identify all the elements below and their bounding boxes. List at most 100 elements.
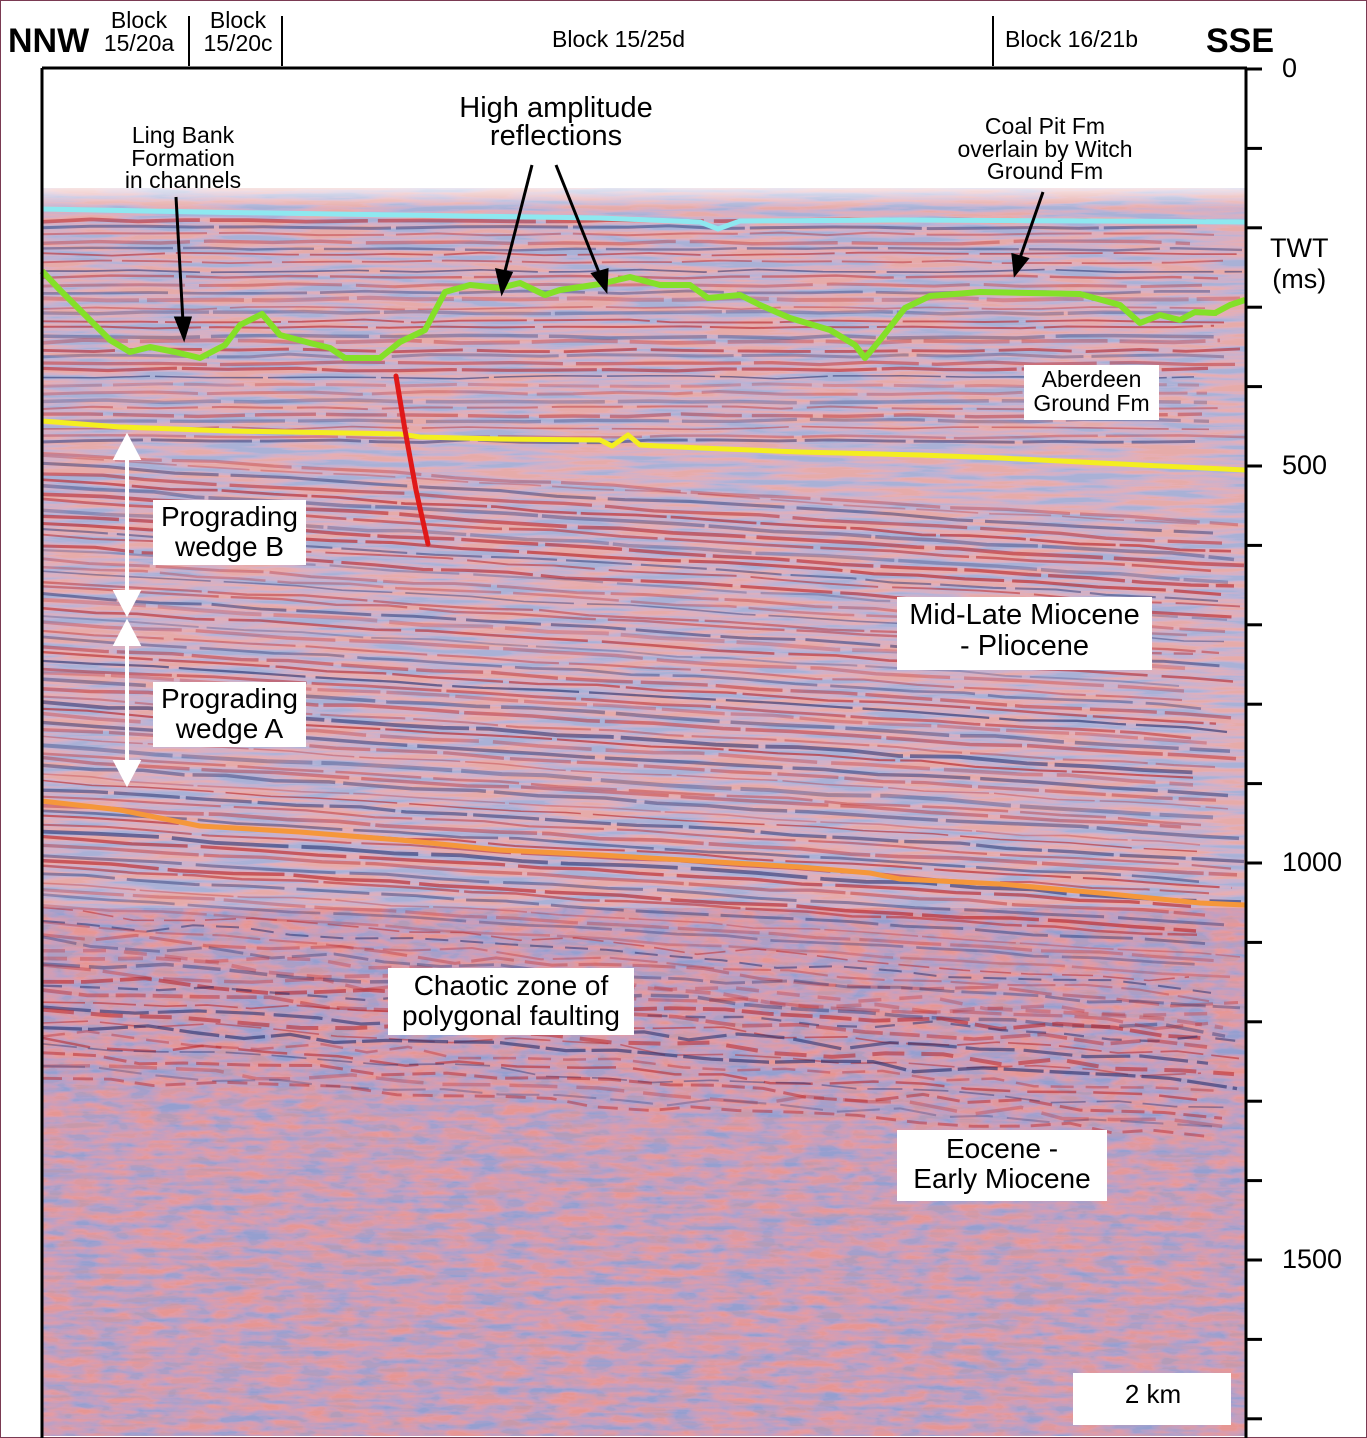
seismic-reflector bbox=[42, 1076, 1208, 1138]
seismic-reflector bbox=[42, 382, 1200, 389]
twt-axis-title: TWT (ms) bbox=[1270, 233, 1328, 295]
seismic-reflector bbox=[42, 963, 1209, 1031]
seismic-reflector bbox=[42, 1036, 1198, 1102]
seismic-reflector bbox=[42, 615, 1180, 687]
label-prograding-wedge-b: Prograding wedge B bbox=[153, 500, 306, 565]
twt-tick-label: 500 bbox=[1282, 450, 1328, 480]
seismic-reflector bbox=[42, 984, 1243, 1043]
seismic-reflector bbox=[42, 1024, 1238, 1091]
scale-bar-label: 2 km bbox=[1124, 1379, 1182, 1409]
label-coal-pit: Coal Pit Fm overlain by Witch Ground Fm bbox=[938, 115, 1152, 183]
label-line: Eocene - bbox=[945, 1133, 1059, 1164]
seismic-reflector bbox=[42, 461, 1214, 535]
block-label-15-25d: Block 15/25d bbox=[552, 26, 685, 52]
seismic-reflector bbox=[42, 1064, 1213, 1128]
seismic-reflector bbox=[42, 904, 1231, 979]
seismic-reflector bbox=[42, 620, 1185, 693]
block-label-line: Block bbox=[110, 7, 168, 33]
seismic-reflector bbox=[42, 1020, 1202, 1077]
label-line: High amplitude bbox=[459, 92, 653, 124]
twt-tick-label: 1500 bbox=[1282, 1244, 1343, 1274]
label-high-amplitude: High amplitude reflections bbox=[436, 92, 676, 153]
seismic-reflector bbox=[42, 1051, 1223, 1120]
label-line: Prograding bbox=[161, 501, 298, 532]
label-line: Aberdeen bbox=[1041, 366, 1142, 392]
seismic-reflector bbox=[42, 962, 1226, 1038]
block-label-line: 15/20c bbox=[203, 30, 273, 56]
direction-label-right: SSE bbox=[1206, 22, 1275, 60]
label-line: Chaotic zone of bbox=[413, 970, 609, 1001]
label-chaotic-zone: Chaotic zone of polygonal faulting bbox=[388, 968, 634, 1035]
seismic-reflector bbox=[42, 893, 1205, 967]
seismic-section bbox=[42, 68, 1245, 1436]
seismic-reflector bbox=[42, 659, 1228, 734]
seismic-reflector bbox=[42, 1063, 1225, 1129]
seismic-reflector bbox=[42, 366, 1209, 373]
twt-tick-label: 1000 bbox=[1282, 847, 1343, 877]
seismic-reflector bbox=[42, 906, 1190, 982]
seismic-reflector bbox=[42, 375, 1195, 380]
label-mid-late-miocene: Mid-Late Miocene - Pliocene bbox=[897, 597, 1152, 670]
seismic-reflector bbox=[42, 217, 1207, 224]
seismic-reflector bbox=[42, 398, 1208, 405]
seismic-reflector bbox=[42, 667, 1192, 740]
seismic-reflector bbox=[42, 1030, 1223, 1093]
label-line: Ling Bank bbox=[131, 122, 235, 148]
label-line: Mid-Late Miocene bbox=[909, 599, 1140, 631]
block-label-15-20c: Block 15/20c bbox=[196, 9, 280, 55]
block-label-16-21b: Block 16/21b bbox=[1005, 26, 1138, 52]
seismic-reflector bbox=[42, 360, 1236, 367]
direction-label-left: NNW bbox=[8, 22, 90, 60]
twt-tick-label: 0 bbox=[1282, 53, 1298, 83]
seismic-image bbox=[42, 68, 1245, 1436]
seismic-reflector bbox=[42, 246, 1243, 252]
label-eocene: Eocene - Early Miocene bbox=[897, 1130, 1107, 1201]
seismic-reflector bbox=[42, 472, 1223, 545]
block-divider bbox=[188, 16, 190, 66]
seismic-reflector bbox=[42, 405, 1221, 411]
label-line: in channels bbox=[124, 167, 242, 194]
label-line: Ground Fm bbox=[1033, 390, 1150, 417]
seismic-reflector bbox=[42, 412, 1203, 419]
label-line: Formation bbox=[131, 144, 235, 171]
scale-bar-box bbox=[1073, 1373, 1231, 1425]
label-line: wedge A bbox=[175, 712, 284, 744]
seismic-reflector bbox=[42, 478, 1232, 553]
label-line: Coal Pit Fm bbox=[984, 113, 1106, 139]
seismic-reflector bbox=[42, 635, 1202, 711]
label-line: Prograding bbox=[161, 683, 298, 714]
seismic-reflector bbox=[42, 921, 1210, 1003]
seismic-reflector bbox=[42, 1005, 1209, 1065]
seismic-reflector bbox=[42, 935, 1241, 1010]
label-line: Ground Fm bbox=[986, 158, 1104, 185]
label-ling-bank: Ling Bank Formation in channels bbox=[108, 124, 258, 192]
block-label-15-20a: Block 15/20a bbox=[98, 9, 180, 55]
block-divider bbox=[992, 16, 994, 66]
seismic-reflector bbox=[42, 1007, 1235, 1077]
seismic-reflector bbox=[42, 239, 1191, 246]
block-divider bbox=[281, 16, 283, 66]
label-line: polygonal faulting bbox=[402, 999, 620, 1031]
block-label-line: 15/20a bbox=[103, 30, 175, 56]
seismic-reflector bbox=[42, 389, 1208, 396]
seismic-reflector bbox=[42, 645, 1232, 720]
seismic-reflector bbox=[42, 231, 1215, 237]
seismic-reflector bbox=[42, 295, 1241, 303]
label-line: - Pliocene bbox=[960, 629, 1089, 662]
block-label-line: Block bbox=[209, 7, 267, 33]
axis-title-line: (ms) bbox=[1272, 264, 1327, 295]
label-line: wedge B bbox=[175, 530, 284, 562]
label-aberdeen-ground: Aberdeen Ground Fm bbox=[1024, 365, 1159, 420]
label-line: Early Miocene bbox=[913, 1162, 1091, 1194]
seismic-reflector bbox=[42, 483, 1235, 562]
label-prograding-wedge-a: Prograding wedge A bbox=[153, 682, 306, 747]
seismic-reflector bbox=[42, 735, 1229, 810]
seismic-reflector bbox=[42, 933, 1239, 1008]
label-line: overlain by Witch bbox=[957, 135, 1133, 162]
seismic-reflector bbox=[42, 948, 1212, 1017]
axis-title-line: TWT bbox=[1270, 233, 1329, 263]
seismic-reflector bbox=[42, 919, 1212, 994]
seismic-reflector bbox=[42, 650, 1217, 725]
label-line: reflections bbox=[489, 120, 623, 153]
seismic-reflector bbox=[42, 629, 1183, 702]
